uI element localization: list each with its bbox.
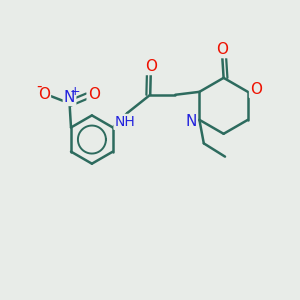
Text: N: N — [185, 114, 197, 129]
Text: O: O — [38, 87, 50, 102]
Text: O: O — [145, 59, 157, 74]
Text: N: N — [64, 90, 75, 105]
Text: -: - — [37, 79, 42, 94]
Text: O: O — [250, 82, 262, 97]
Text: NH: NH — [115, 115, 135, 129]
Text: +: + — [70, 85, 81, 98]
Text: O: O — [216, 42, 228, 57]
Text: O: O — [88, 87, 100, 102]
